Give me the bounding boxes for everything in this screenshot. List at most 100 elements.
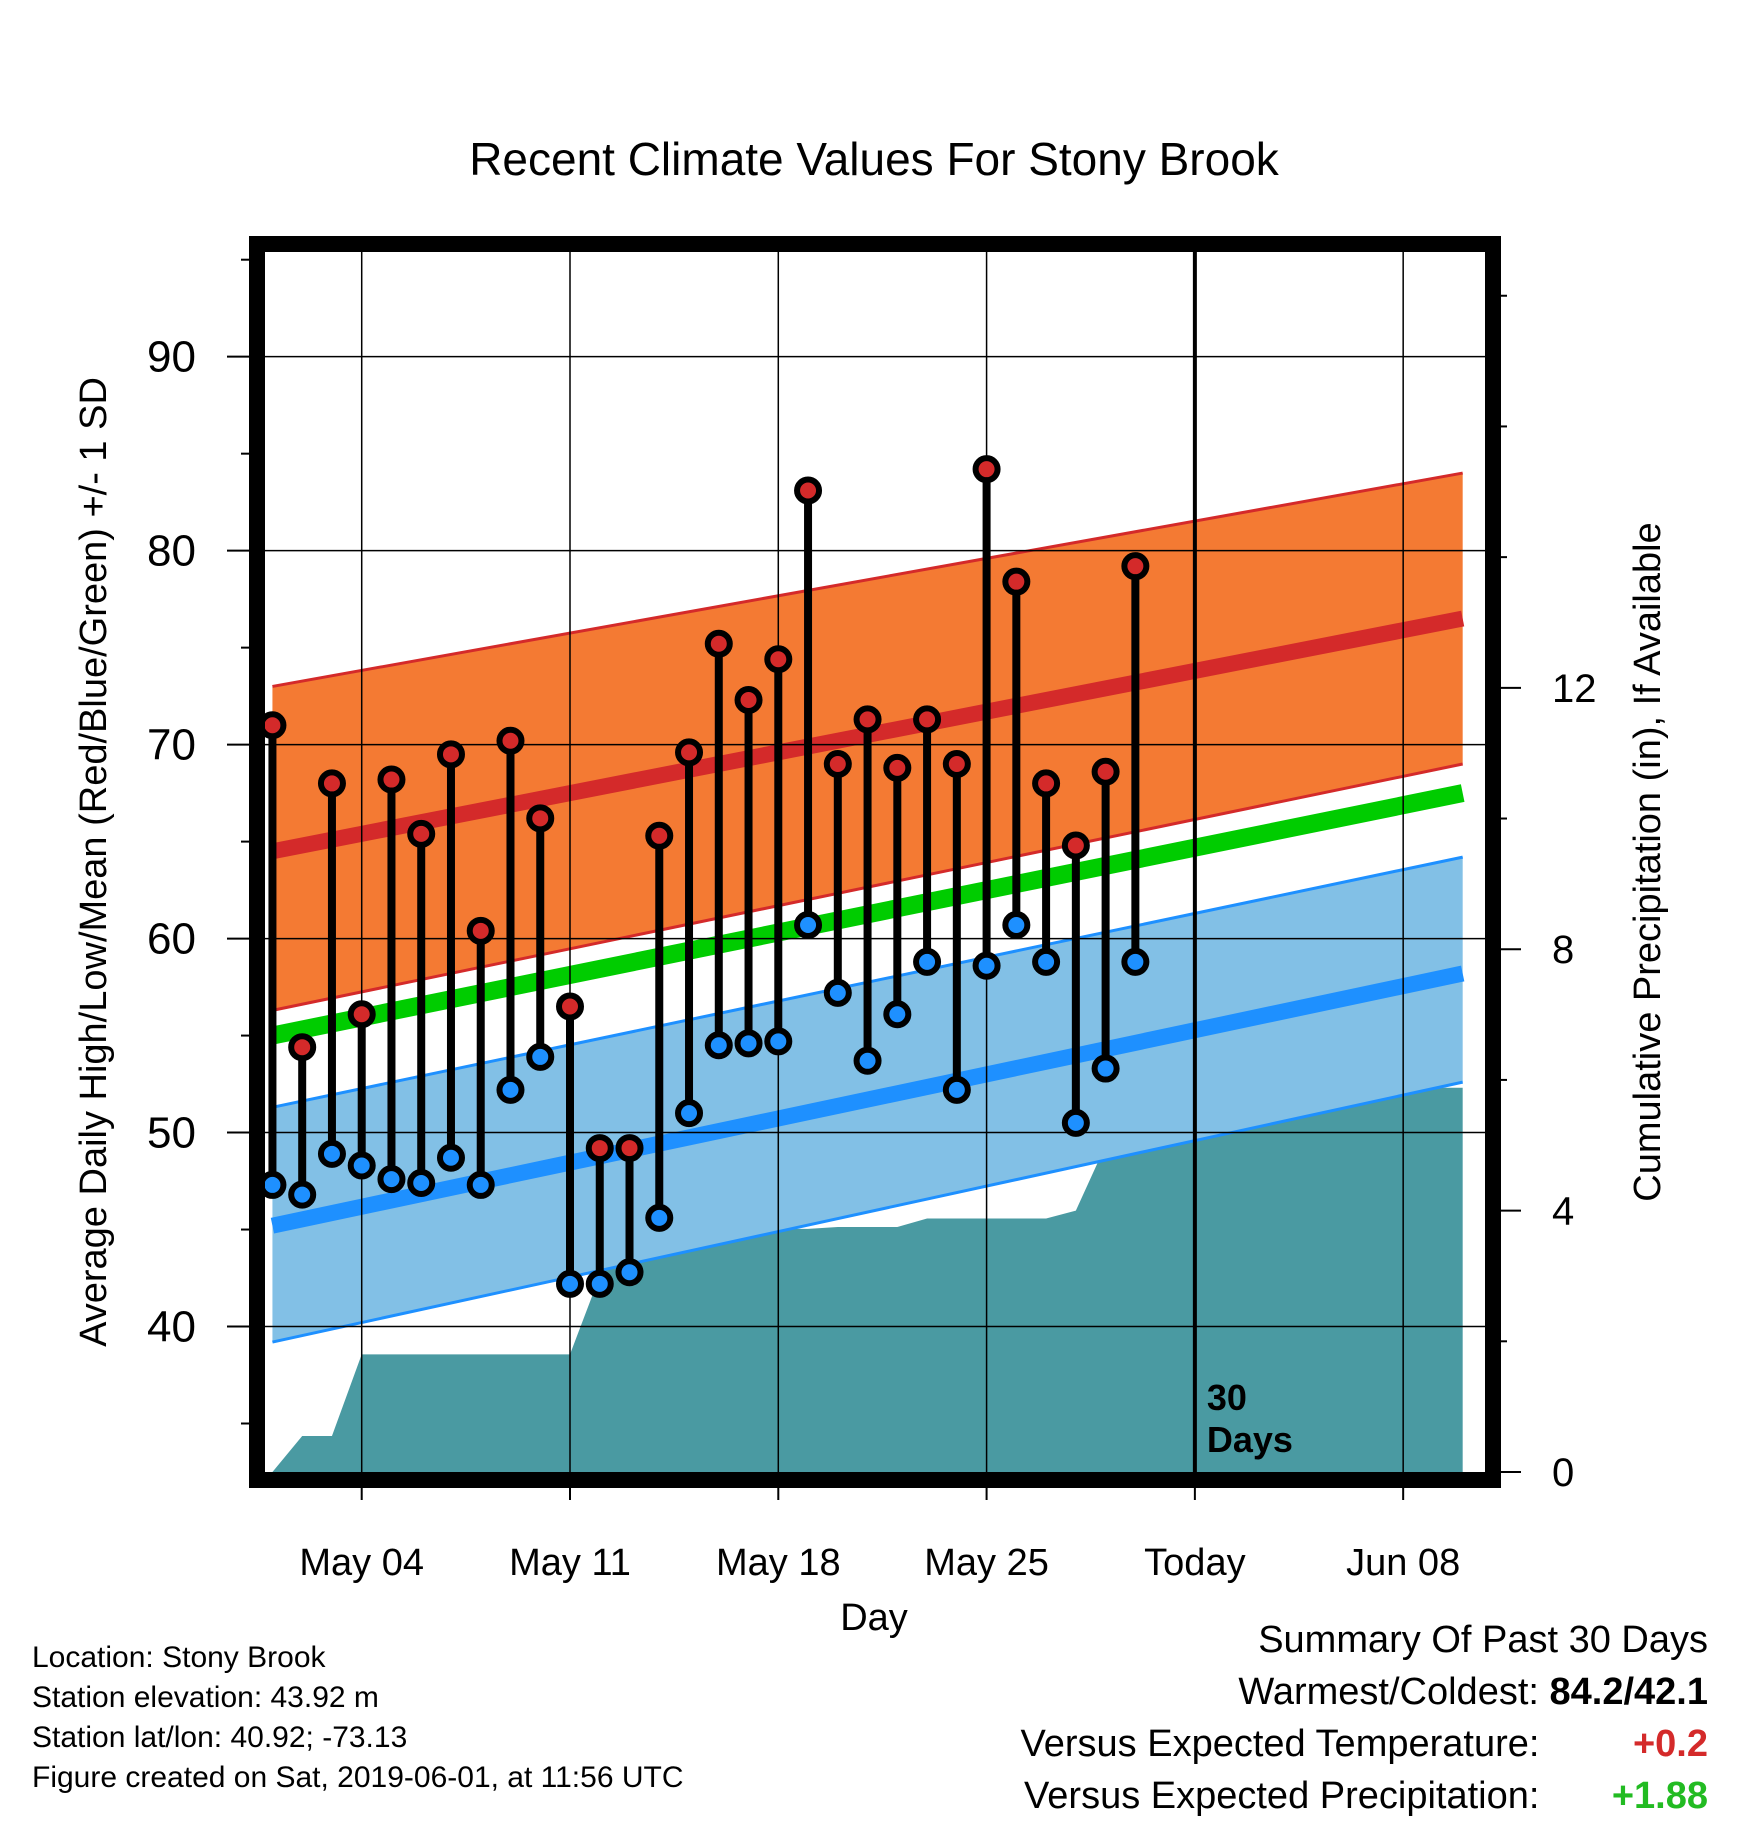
station-info: Location: Stony Brook Station elevation:… bbox=[32, 1638, 684, 1798]
summary-panel: Summary Of Past 30 Days Warmest/Coldest:… bbox=[1021, 1614, 1708, 1822]
obs-high-point bbox=[466, 916, 495, 945]
obs-high-point bbox=[913, 705, 942, 734]
obs-high-point bbox=[734, 686, 763, 715]
temp-departure-label: Versus Expected Temperature: bbox=[1020, 1723, 1540, 1765]
obs-low-point bbox=[645, 1203, 674, 1232]
y2-tick-label: 0 bbox=[1552, 1451, 1574, 1495]
obs-low-point bbox=[377, 1165, 406, 1194]
obs-high-point bbox=[794, 476, 823, 505]
obs-low-point bbox=[972, 951, 1001, 980]
obs-high-point bbox=[823, 750, 852, 779]
y2-tick-label: 8 bbox=[1552, 928, 1574, 972]
chart-title: Recent Climate Values For Stony Brook bbox=[469, 133, 1280, 185]
obs-low-point bbox=[436, 1143, 465, 1172]
obs-low-point bbox=[466, 1170, 495, 1199]
obs-low-point bbox=[675, 1099, 704, 1128]
obs-high-point bbox=[526, 804, 555, 833]
obs-low-point bbox=[1061, 1108, 1090, 1137]
obs-low-point bbox=[585, 1269, 614, 1298]
high-sd-band-upper-edge bbox=[272, 471, 1463, 688]
obs-low-point bbox=[317, 1139, 346, 1168]
obs-low-point bbox=[526, 1042, 555, 1071]
obs-low-point bbox=[556, 1269, 584, 1298]
y2-axis-label: Cumulative Precipitation (in), If Availa… bbox=[1627, 522, 1669, 1201]
obs-high-point bbox=[496, 726, 525, 755]
obs-low-point bbox=[704, 1031, 733, 1060]
obs-low-point bbox=[942, 1075, 971, 1104]
x-tick-label: Today bbox=[1144, 1542, 1245, 1584]
low-sd-band-lower-edge bbox=[272, 1080, 1464, 1344]
obs-low-point bbox=[913, 947, 942, 976]
obs-high-point bbox=[1061, 831, 1090, 860]
summary-heading: Summary Of Past 30 Days bbox=[1258, 1619, 1708, 1661]
summary-precipitation: Versus Expected Precipitation: +1.88 bbox=[1021, 1770, 1708, 1822]
obs-high-point bbox=[288, 1033, 317, 1062]
obs-high-point bbox=[1121, 552, 1150, 581]
obs-high-point bbox=[615, 1134, 644, 1163]
y-tick-label: 60 bbox=[147, 915, 196, 964]
obs-low-point bbox=[407, 1168, 436, 1197]
obs-low-point bbox=[288, 1180, 317, 1209]
figure-created: Figure created on Sat, 2019-06-01, at 11… bbox=[32, 1761, 684, 1794]
y-tick-label: 50 bbox=[147, 1109, 196, 1158]
obs-high-point bbox=[883, 753, 912, 782]
precip-departure-label: Versus Expected Precipitation: bbox=[1024, 1775, 1540, 1817]
y-tick-label: 90 bbox=[147, 333, 196, 382]
x-tick-label: May 04 bbox=[299, 1542, 424, 1584]
temp-departure-value: +0.2 bbox=[1632, 1723, 1708, 1765]
obs-low-point bbox=[734, 1029, 763, 1058]
obs-high-point bbox=[853, 705, 882, 734]
obs-high-point bbox=[764, 645, 793, 674]
obs-low-point bbox=[764, 1027, 793, 1056]
summary-temperature: Versus Expected Temperature: +0.2 bbox=[1021, 1718, 1708, 1770]
obs-low-point bbox=[853, 1046, 882, 1075]
obs-high-point bbox=[675, 738, 704, 767]
obs-high-point bbox=[704, 629, 733, 658]
warmest-coldest-value: 84.2/42.1 bbox=[1549, 1671, 1708, 1713]
obs-high-point bbox=[1091, 757, 1120, 786]
plot-frame bbox=[249, 236, 1501, 1488]
y-tick-label: 40 bbox=[147, 1303, 196, 1352]
obs-high-point bbox=[556, 992, 584, 1021]
obs-low-point bbox=[347, 1151, 376, 1180]
obs-low-point bbox=[883, 1000, 912, 1029]
station-elevation: Station elevation: 43.92 m bbox=[32, 1681, 379, 1714]
obs-high-point bbox=[436, 740, 465, 769]
obs-high-point bbox=[317, 769, 346, 798]
obs-high-point bbox=[1032, 769, 1061, 798]
obs-high-point bbox=[1002, 567, 1031, 596]
y-tick-label: 70 bbox=[147, 721, 196, 770]
obs-high-point bbox=[645, 821, 674, 850]
today-days-label: Days bbox=[1207, 1419, 1293, 1460]
x-axis-label: Day bbox=[840, 1597, 908, 1639]
precip-departure-value: +1.88 bbox=[1611, 1775, 1708, 1817]
y-tick-label: 80 bbox=[147, 527, 196, 576]
y-axis-label: Average Daily High/Low/Mean (Red/Blue/Gr… bbox=[73, 377, 115, 1347]
obs-high-point bbox=[972, 455, 1001, 484]
warmest-coldest-label: Warmest/Coldest: bbox=[1238, 1671, 1539, 1713]
obs-high-point bbox=[942, 750, 971, 779]
x-tick-label: May 11 bbox=[509, 1542, 631, 1584]
obs-high-point bbox=[347, 1000, 376, 1029]
today-days-count: 30 bbox=[1207, 1377, 1247, 1418]
obs-low-point bbox=[1121, 947, 1150, 976]
obs-low-point bbox=[496, 1075, 525, 1104]
obs-low-point bbox=[1091, 1054, 1120, 1083]
observation-series bbox=[258, 455, 1150, 1298]
obs-high-point bbox=[377, 765, 406, 794]
station-location: Location: Stony Brook bbox=[32, 1641, 326, 1674]
x-tick-label: Jun 08 bbox=[1346, 1542, 1460, 1584]
obs-low-point bbox=[794, 911, 823, 940]
obs-low-point bbox=[1002, 911, 1031, 940]
x-tick-label: May 25 bbox=[924, 1542, 1049, 1584]
obs-low-point bbox=[615, 1258, 644, 1287]
obs-low-point bbox=[1032, 947, 1061, 976]
obs-high-point bbox=[585, 1134, 614, 1163]
summary-warmest-coldest: Warmest/Coldest: 84.2/42.1 bbox=[1021, 1666, 1708, 1718]
station-latlon: Station lat/lon: 40.92; -73.13 bbox=[32, 1721, 408, 1754]
obs-low-point bbox=[823, 978, 852, 1007]
x-tick-label: May 18 bbox=[716, 1542, 841, 1584]
y2-tick-label: 12 bbox=[1552, 667, 1597, 711]
obs-high-point bbox=[407, 819, 436, 848]
